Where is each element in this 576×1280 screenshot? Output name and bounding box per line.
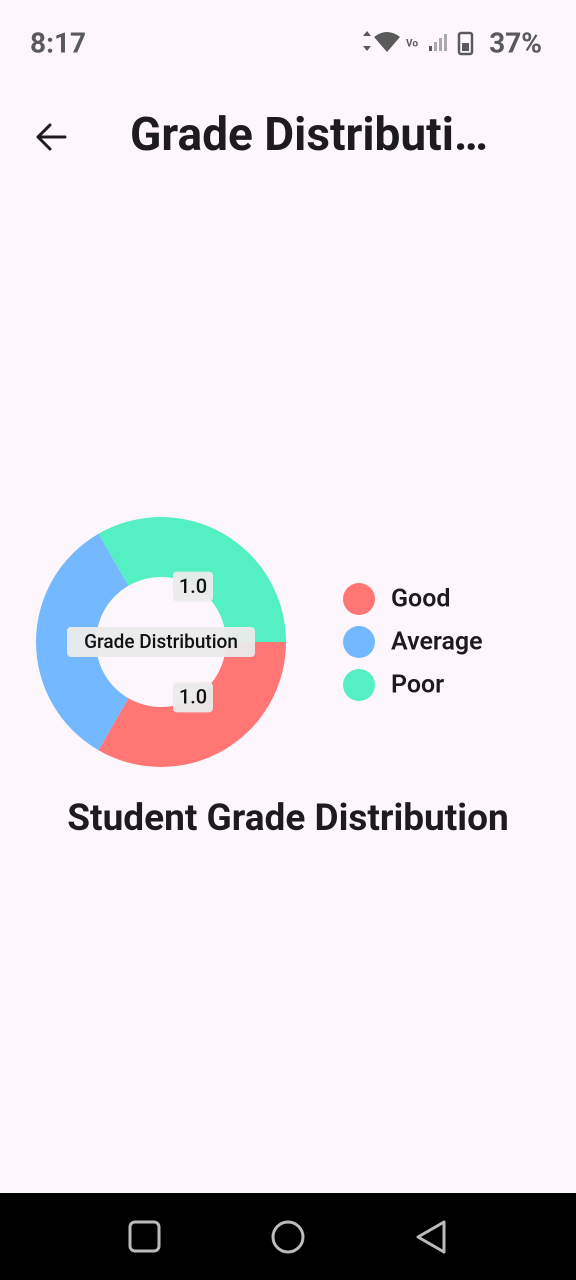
value-label: 1.0 — [179, 574, 207, 598]
donut-chart: 1.0 Good Average 1.0 Poor Grade Distribution — [36, 517, 483, 767]
value-label: 1.0 — [179, 685, 207, 709]
recents-button[interactable] — [128, 1220, 161, 1253]
signal-bar — [439, 38, 442, 51]
app-bar-title: Grade Distributi… — [130, 108, 488, 162]
status-time: 8:17 — [30, 26, 86, 59]
wifi-icon — [374, 32, 400, 52]
status-battery: 37% — [489, 26, 542, 59]
signal-bar — [429, 46, 432, 51]
legend-label: Average — [391, 628, 483, 657]
center-label-bg — [67, 627, 255, 657]
home-button[interactable] — [271, 1220, 305, 1254]
value-label-bg — [173, 571, 213, 602]
battery-icon — [457, 31, 474, 56]
battery-level — [462, 43, 469, 51]
legend-swatch — [343, 626, 375, 658]
data-arrows — [363, 31, 371, 51]
legend-label: Good — [391, 585, 450, 614]
value-label-bg — [173, 682, 213, 713]
caption: Student Grade Distribution — [67, 797, 508, 840]
back-nav-button[interactable] — [416, 1220, 446, 1254]
nav-bar — [0, 1193, 576, 1280]
signal-bar — [444, 34, 447, 51]
back-button[interactable] — [36, 123, 67, 151]
back-arrow[interactable] — [36, 123, 67, 151]
signal-bar — [434, 42, 437, 51]
legend-label: Poor — [391, 671, 444, 700]
status-icons: Vo — [363, 31, 474, 56]
volte-icon: Vo — [406, 39, 418, 50]
legend-swatch — [343, 583, 375, 615]
center-label: Grade Distribution — [84, 630, 238, 653]
legend-swatch — [343, 669, 375, 701]
